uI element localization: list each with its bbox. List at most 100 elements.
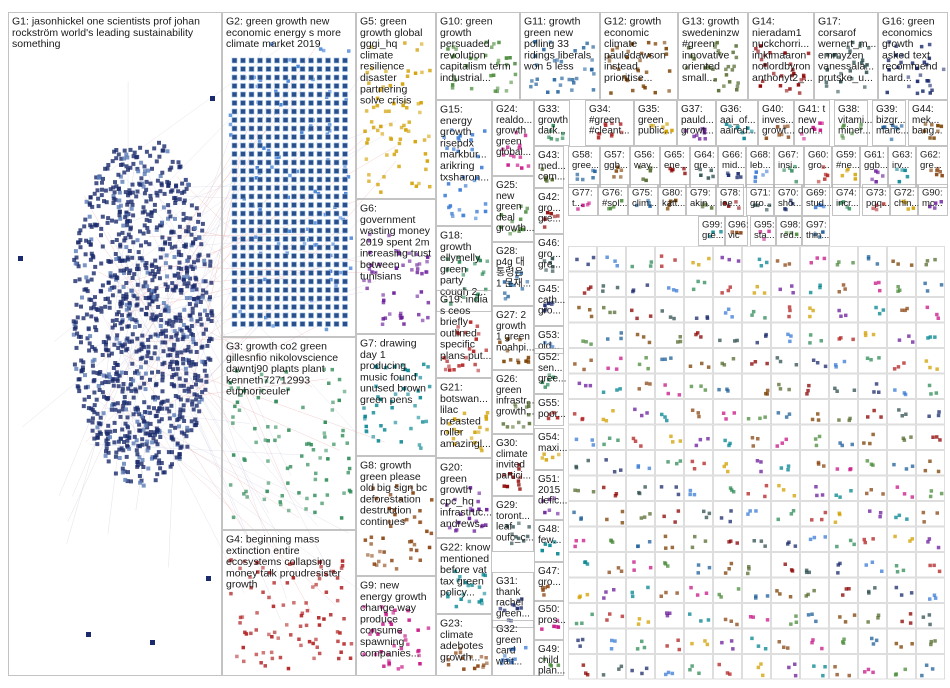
group-cell-g79[interactable]: G79: akin...	[686, 184, 716, 216]
group-cell-g18[interactable]: G18: growth ellymelly green party cough 2...	[436, 226, 492, 312]
group-cell-g90[interactable]: G90: mc...	[918, 184, 948, 216]
group-cell-g53[interactable]: G53: old...	[534, 326, 564, 354]
group-cell-g80[interactable]: G80: katt...	[658, 184, 686, 216]
group-cell-g26[interactable]: G26: green infrastr... growth...	[492, 370, 535, 434]
group-cell-g7[interactable]: G7: drawing day 1 producing music found unus…	[356, 334, 436, 456]
group-label-line: ecosystems collapsing	[226, 556, 331, 568]
group-cell-g52[interactable]: G52: sen... gree...	[534, 348, 567, 394]
group-cell-g51[interactable]: G51: 2015 defic...	[534, 470, 568, 520]
group-cell-g65[interactable]: G65: ene...	[660, 146, 690, 188]
group-cell-g17[interactable]: G17: corsarof wernert_m... emmyzen vanessala…	[814, 12, 878, 100]
group-cell-g16[interactable]: G16: green economics growth asked text recom…	[878, 12, 948, 100]
group-cell-g66[interactable]: G66: mid...	[718, 146, 746, 188]
node-cluster	[685, 40, 740, 93]
group-cell-g47[interactable]: G47: gro...	[534, 562, 564, 602]
group-label-line: G23:	[440, 618, 463, 630]
group-border	[888, 146, 916, 188]
group-label-line: cpc_hq	[440, 495, 474, 507]
group-label-line: poor...	[538, 409, 566, 420]
group-cell-g78[interactable]: G78: ioe...	[716, 184, 744, 216]
group-cell-g20[interactable]: G20: green growth cpc_hq infrastruc... andrew…	[436, 458, 492, 538]
group-cell-g48[interactable]: G48: few...	[534, 520, 564, 562]
group-cell-g9[interactable]: G9: new energy growth change way produce con…	[356, 576, 436, 676]
group-cell-g58[interactable]: G58: gree...	[568, 146, 600, 188]
group-cell-g70[interactable]: G70: sho...	[774, 184, 802, 216]
group-cell-g45[interactable]: G45: cath... gro...	[534, 280, 566, 326]
group-cell-g4[interactable]: G4: beginning mass extinction entire ecosy…	[222, 530, 356, 676]
group-cell-g31[interactable]: G31: thank rachel green...	[492, 572, 534, 628]
group-cell-g99[interactable]: G99: gre...	[698, 216, 726, 246]
group-label-line: G52:	[538, 352, 560, 363]
group-label: G56: way...	[633, 150, 658, 171]
group-cell-g29[interactable]: G29: toront... leaf oufc_c...	[492, 496, 534, 552]
group-cell-g95[interactable]: G95: sta...	[750, 216, 776, 246]
group-cell-g76[interactable]: G76: #sol...	[598, 184, 628, 216]
group-cell-g2[interactable]: G2: green growth new economic energy s mo…	[222, 12, 356, 337]
group-cell-g64[interactable]: G64: gre...	[690, 146, 718, 188]
group-cell-g32[interactable]: G32: green card wait...	[492, 620, 534, 676]
group-cell-g1[interactable]: G1: jasonhickel one scientists prof joha…	[8, 12, 222, 676]
group-cell-g36[interactable]: G36: aai_of... aaired...	[716, 100, 758, 146]
group-cell-g96[interactable]: G96: vic	[724, 216, 749, 246]
group-label: G45: cath... gro...	[538, 284, 565, 317]
group-cell-g49[interactable]: G49: child plan...	[534, 640, 566, 677]
group-cell-g37[interactable]: G37: pauld... growt...	[677, 100, 716, 146]
group-cell-g42[interactable]: G42: gro... gre...	[534, 188, 564, 234]
group-label-line: G53:	[538, 330, 560, 341]
group-cell-g19[interactable]: G19: india s ceos briefly outlined specific p…	[436, 290, 492, 378]
group-cell-g23[interactable]: G23: climate adebotes growth...	[436, 614, 492, 676]
group-cell-g60[interactable]: G60: gro...	[804, 146, 832, 188]
group-cell-g22[interactable]: G22: know mentioned before vat tax green pol…	[436, 538, 492, 614]
group-cell-g39[interactable]: G39: bizgr... manc...	[872, 100, 909, 146]
group-cell-g74[interactable]: G74: incr...	[832, 184, 860, 216]
group-cell-g57[interactable]: G57: ggb...	[600, 146, 630, 188]
group-cell-g63[interactable]: G63: irv...	[888, 146, 916, 188]
group-cell-g34[interactable]: G34: #green #cleant...	[585, 100, 634, 146]
group-cell-g6[interactable]: G6: government wasting money 2019 spent 2m i…	[356, 199, 436, 334]
group-cell-g98[interactable]: G98: red...	[776, 216, 802, 246]
group-label: G90: mc...	[922, 188, 943, 209]
group-cell-g55[interactable]: G55: poor...	[534, 394, 566, 426]
group-label-line: insi...	[778, 160, 800, 171]
group-cell-g41[interactable]: G41: t new don...	[794, 100, 830, 146]
group-cell-g67[interactable]: G67: insi...	[774, 146, 804, 188]
group-cell-g62[interactable]: G62: gre...	[916, 146, 948, 188]
group-cell-g25[interactable]: G25: new green deal growth...	[492, 176, 535, 242]
group-cell-g56[interactable]: G56: way...	[630, 146, 660, 188]
group-cell-g43[interactable]: G43: med... com...	[534, 146, 566, 188]
group-label-line: G62:	[920, 150, 941, 161]
group-cell-g33[interactable]: G33: growth dark...	[534, 100, 570, 146]
group-cell-g97[interactable]: G97: thin...	[802, 216, 830, 246]
group-cell-g24[interactable]: G24: realdo... growth green global...	[492, 100, 534, 176]
group-cell-g30[interactable]: G30: climate invited partici...	[492, 434, 534, 496]
group-cell-g10[interactable]: G10: green growth persuaded revolution capit…	[436, 12, 520, 100]
group-cell-g72[interactable]: G72: chin...	[890, 184, 920, 216]
group-cell-g3[interactable]: G3: growth co2 green gillesnfio nikolovsc…	[222, 337, 356, 530]
group-cell-g14[interactable]: G14: nieradam1 nuckchorri... imkimaaron notl…	[748, 12, 814, 100]
group-cell-g12[interactable]: G12: growth economic climate pauledawson ins…	[600, 12, 678, 100]
group-cell-g35[interactable]: G35: green public...	[634, 100, 677, 146]
group-cell-g13[interactable]: G13: growth swedeninzw #green innovative ori…	[678, 12, 748, 100]
group-cell-g27[interactable]: G27: 2 growth 1 green noahpi...	[492, 306, 535, 370]
group-cell-g77[interactable]: G77: t...	[568, 184, 598, 216]
group-cell-g46[interactable]: G46: gro... gre...	[534, 234, 564, 280]
group-cell-g75[interactable]: G75: clim...	[628, 184, 658, 216]
group-cell-g8[interactable]: G8: growth green please old big sign bc def…	[356, 456, 436, 576]
group-cell-g50[interactable]: G50: pros...	[534, 600, 566, 640]
group-cell-g68[interactable]: G68: leb...	[746, 146, 774, 188]
group-cell-g15[interactable]: G15: energy growth risepdx markbur... arikrin…	[436, 100, 492, 226]
group-cell-g44[interactable]: G44: mek... bang...	[908, 100, 948, 146]
group-border	[872, 100, 906, 146]
group-cell-g73[interactable]: G73: pqq...	[862, 184, 890, 216]
group-cell-g71[interactable]: G71: gro...	[746, 184, 774, 216]
group-cell-g5[interactable]: G5: green growth global gggi_hq climate resi…	[356, 12, 436, 199]
group-cell-g59[interactable]: G59: #ne...	[832, 146, 860, 188]
group-cell-g61[interactable]: G61: ggb...	[860, 146, 888, 188]
group-cell-g11[interactable]: G11: growth green new polling 33 ridings li…	[520, 12, 600, 100]
group-cell-g21[interactable]: G21: botswan... lilac breasted roller amazing…	[436, 378, 492, 458]
group-cell-g38[interactable]: G38: vitami... miner...	[834, 100, 873, 146]
group-cell-g69[interactable]: G69: stud...	[802, 184, 832, 216]
group-cell-g54[interactable]: G54: maxi...	[534, 428, 568, 470]
group-cell-g28[interactable]: G28: p4g 대 통령은 1 문재...	[492, 242, 534, 306]
group-cell-g40[interactable]: G40: inves... growt...	[758, 100, 795, 146]
